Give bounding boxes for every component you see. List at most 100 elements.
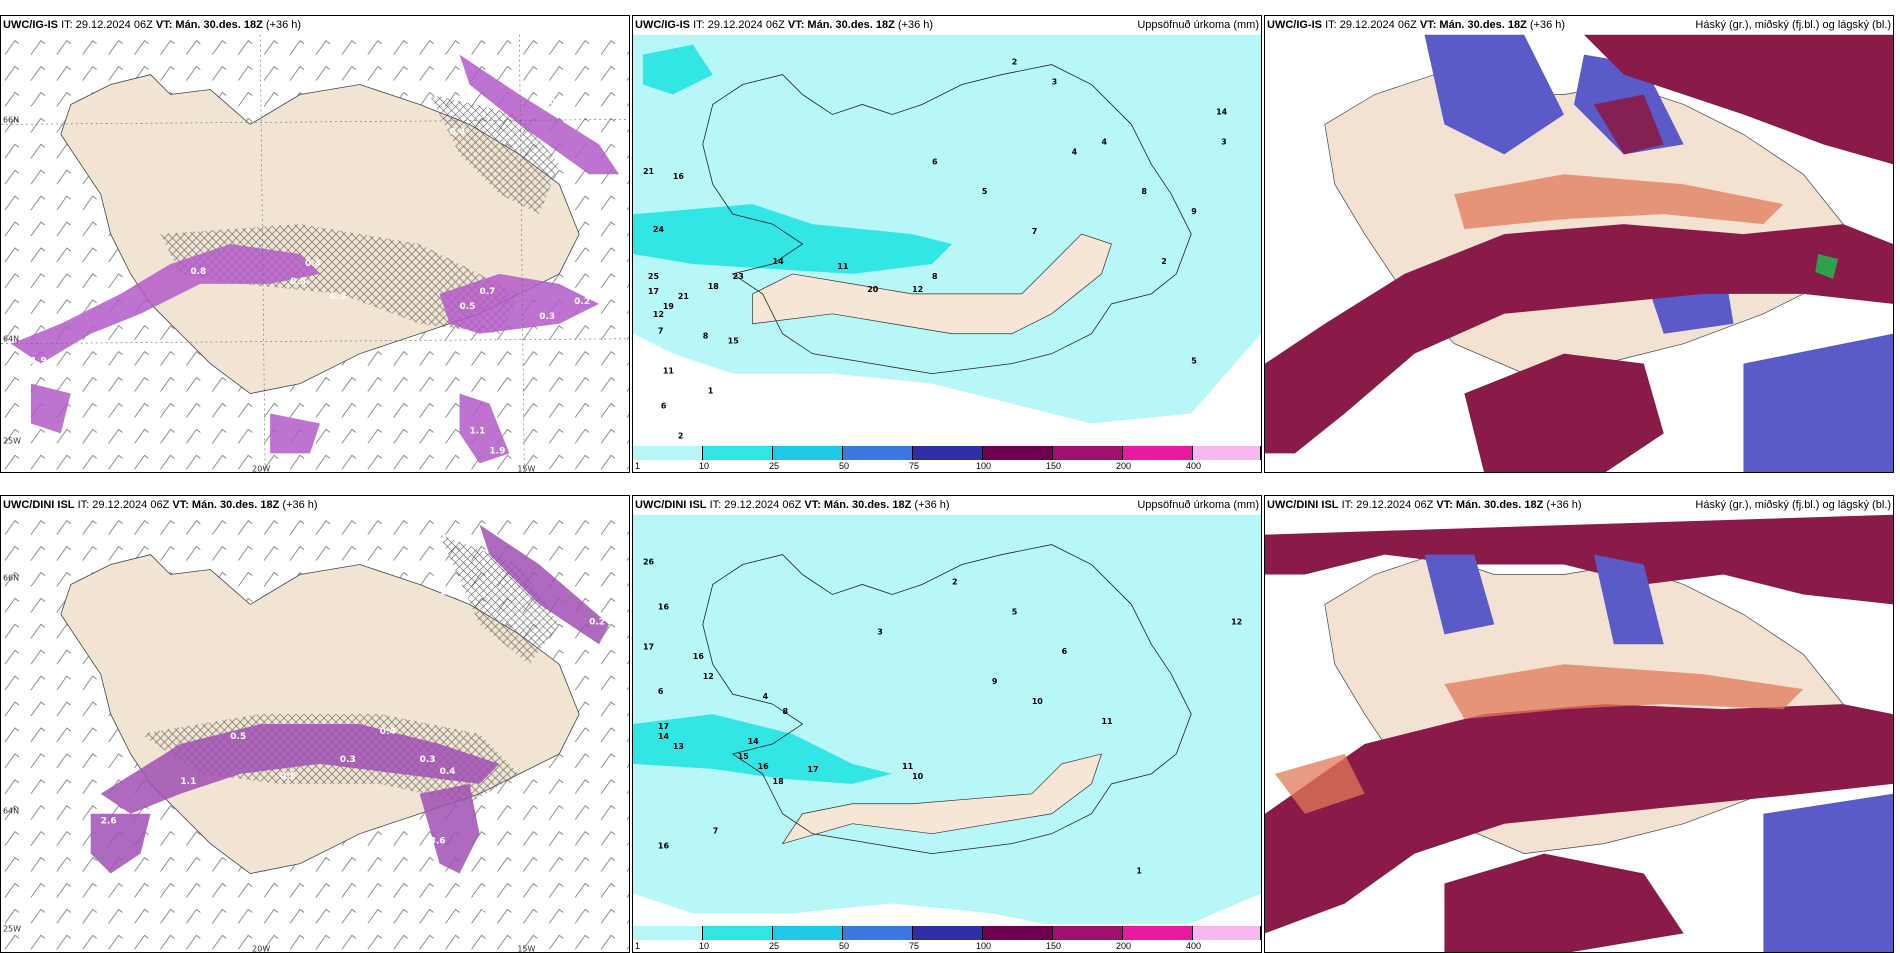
iceland-land bbox=[781, 753, 1103, 845]
colorbar-segment bbox=[633, 926, 703, 940]
gridline bbox=[519, 34, 525, 472]
precip-value: 6 bbox=[932, 157, 938, 166]
precip-value: 7 bbox=[1032, 227, 1038, 236]
precip-value: 1.9 bbox=[31, 357, 47, 367]
colorbar-tick: 50 bbox=[839, 941, 850, 951]
precip-value: 12 bbox=[912, 285, 923, 294]
precip-value: 14 bbox=[773, 257, 785, 266]
model-name: UWC/DINI ISL bbox=[1267, 499, 1339, 511]
colorbar-tick: 1 bbox=[635, 461, 641, 471]
precip-value: 2 bbox=[952, 577, 958, 586]
colorbar-tick: 150 bbox=[1046, 941, 1062, 951]
colorbar-segment bbox=[983, 926, 1053, 940]
precip-value: 1.9 bbox=[489, 446, 505, 456]
precip-map-svg: 26 16 17 16 12 6 17 14 13 14 15 16 18 17… bbox=[633, 514, 1261, 952]
init-time: IT: 29.12.2024 06Z bbox=[1341, 499, 1434, 511]
valid-time: VT: Mán. 30.des. 18Z bbox=[172, 499, 280, 511]
precip-value: 5 bbox=[1012, 607, 1018, 616]
precip-value: 0.5 bbox=[230, 732, 246, 742]
precip-value: 5 bbox=[982, 187, 988, 196]
precip-value: 16 bbox=[673, 172, 685, 181]
lead-time: (+36 h) bbox=[265, 19, 302, 31]
wind-map-svg: 20W 15W 66N 64N 25W 0.4 0.5 0.3 0.8 1.9 … bbox=[1, 34, 629, 473]
colorbar: 1 10 25 50 75 100 150 200 400 bbox=[633, 444, 1261, 472]
precip-value: 11 bbox=[837, 262, 848, 271]
panel-precip-row1: UWC/IG-IS IT: 29.12.2024 06Z VT: Mán. 30… bbox=[632, 15, 1262, 473]
precip-value: 0.3 bbox=[340, 755, 356, 765]
panel-precip-row2: UWC/DINI ISL IT: 29.12.2024 06Z VT: Mán.… bbox=[632, 495, 1262, 953]
colorbar-segment bbox=[773, 926, 843, 940]
precip-blob bbox=[270, 413, 320, 454]
precip-value: 0.5 bbox=[290, 277, 306, 287]
colorbar-tick: 50 bbox=[839, 461, 850, 471]
gridline bbox=[259, 34, 266, 472]
colorbar-segment bbox=[983, 446, 1053, 460]
high-cloud bbox=[1444, 853, 1684, 952]
hatch-area bbox=[439, 534, 560, 665]
precip-value: 1.1 bbox=[470, 426, 486, 436]
precip-blob bbox=[479, 524, 610, 645]
precip-value: 0.5 bbox=[460, 302, 476, 312]
field-title: Háský (gr.), miðský (fj.bl.) og lágský (… bbox=[1695, 499, 1891, 511]
colorbar-segment bbox=[1053, 926, 1123, 940]
panel-header: UWC/IG-IS IT: 29.12.2024 06Z VT: Mán. 30… bbox=[1265, 16, 1893, 34]
colorbar-segment bbox=[913, 926, 983, 940]
lon-label: 15W bbox=[517, 464, 535, 473]
precip-blob bbox=[459, 54, 620, 175]
precip-value: 0.3 bbox=[539, 312, 555, 322]
precip-value: 0.2 bbox=[549, 97, 565, 107]
colorbar-segment bbox=[1053, 446, 1123, 460]
lon-label: 20W bbox=[252, 464, 270, 473]
precip-value: 17 bbox=[658, 722, 669, 731]
precip-map-svg: 21 16 24 25 17 19 21 23 18 12 7 8 11 15 … bbox=[633, 34, 1261, 472]
precip-value: 10 bbox=[1032, 697, 1044, 706]
precip-area-light bbox=[633, 34, 1261, 424]
valid-time: VT: Mán. 30.des. 18Z bbox=[155, 19, 263, 31]
precip-value: 7 bbox=[658, 327, 664, 336]
precip-value: 26 bbox=[643, 558, 655, 567]
iceland-coast bbox=[702, 544, 1192, 855]
precip-value: 18 bbox=[773, 777, 785, 786]
colorbar-segment bbox=[843, 446, 913, 460]
precip-value: 3 bbox=[877, 627, 883, 636]
precip-map: 26 16 17 16 12 6 17 14 13 14 15 16 18 17… bbox=[633, 514, 1261, 952]
precip-value: 17 bbox=[648, 287, 659, 296]
high-cloud bbox=[1265, 224, 1893, 454]
precip-value: 0.3 bbox=[420, 755, 436, 765]
panel-header: UWC/DINI ISL IT: 29.12.2024 06Z VT: Mán.… bbox=[633, 496, 1261, 514]
low-cloud bbox=[1593, 554, 1664, 645]
gridline bbox=[1, 119, 629, 125]
field-title: Uppsöfnuð úrkoma (mm) bbox=[1137, 19, 1259, 31]
precip-value: 11 bbox=[663, 367, 674, 376]
precip-area-light bbox=[633, 514, 1261, 934]
precip-value: 0.4 bbox=[305, 259, 321, 269]
cloud-map-svg bbox=[1265, 514, 1893, 952]
precip-value: 8 bbox=[783, 707, 789, 716]
precip-blob bbox=[10, 244, 320, 364]
precip-blob bbox=[90, 813, 151, 874]
high-cloud bbox=[1583, 34, 1893, 165]
colorbar-tick: 100 bbox=[976, 461, 992, 471]
valid-time: VT: Mán. 30.des. 18Z bbox=[1419, 19, 1527, 31]
gridline bbox=[1, 338, 629, 345]
colorbar-segment bbox=[843, 926, 913, 940]
lat-label: 66N bbox=[3, 573, 19, 582]
precip-value: 6 bbox=[1062, 647, 1068, 656]
panel-cloud-row2: UWC/DINI ISL IT: 29.12.2024 06Z VT: Mán.… bbox=[1264, 495, 1894, 953]
model-name: UWC/IG-IS bbox=[1267, 19, 1322, 31]
model-name: UWC/DINI ISL bbox=[635, 499, 707, 511]
colorbar-tick: 75 bbox=[909, 461, 920, 471]
precip-value: 0.2 bbox=[589, 617, 605, 627]
wind-map: 20W 15W 66N 64N 25W 0.4 0.5 0.3 0.8 1.9 … bbox=[1, 34, 629, 473]
precip-value: 1.1 bbox=[180, 777, 196, 787]
precip-value: 6 bbox=[661, 402, 667, 411]
colorbar-tick: 400 bbox=[1186, 941, 1202, 951]
precip-blob bbox=[100, 724, 500, 814]
precip-value: 3.6 bbox=[430, 837, 446, 847]
panel-wind-row2: UWC/DINI ISL IT: 29.12.2024 06Z VT: Mán.… bbox=[0, 495, 630, 953]
precip-map: 21 16 24 25 17 19 21 23 18 12 7 8 11 15 … bbox=[633, 34, 1261, 472]
lat-label: 64N bbox=[3, 807, 19, 816]
precip-value: 1 bbox=[1136, 867, 1142, 876]
model-name: UWC/DINI ISL bbox=[3, 499, 75, 511]
colorbar-tick: 100 bbox=[976, 941, 992, 951]
